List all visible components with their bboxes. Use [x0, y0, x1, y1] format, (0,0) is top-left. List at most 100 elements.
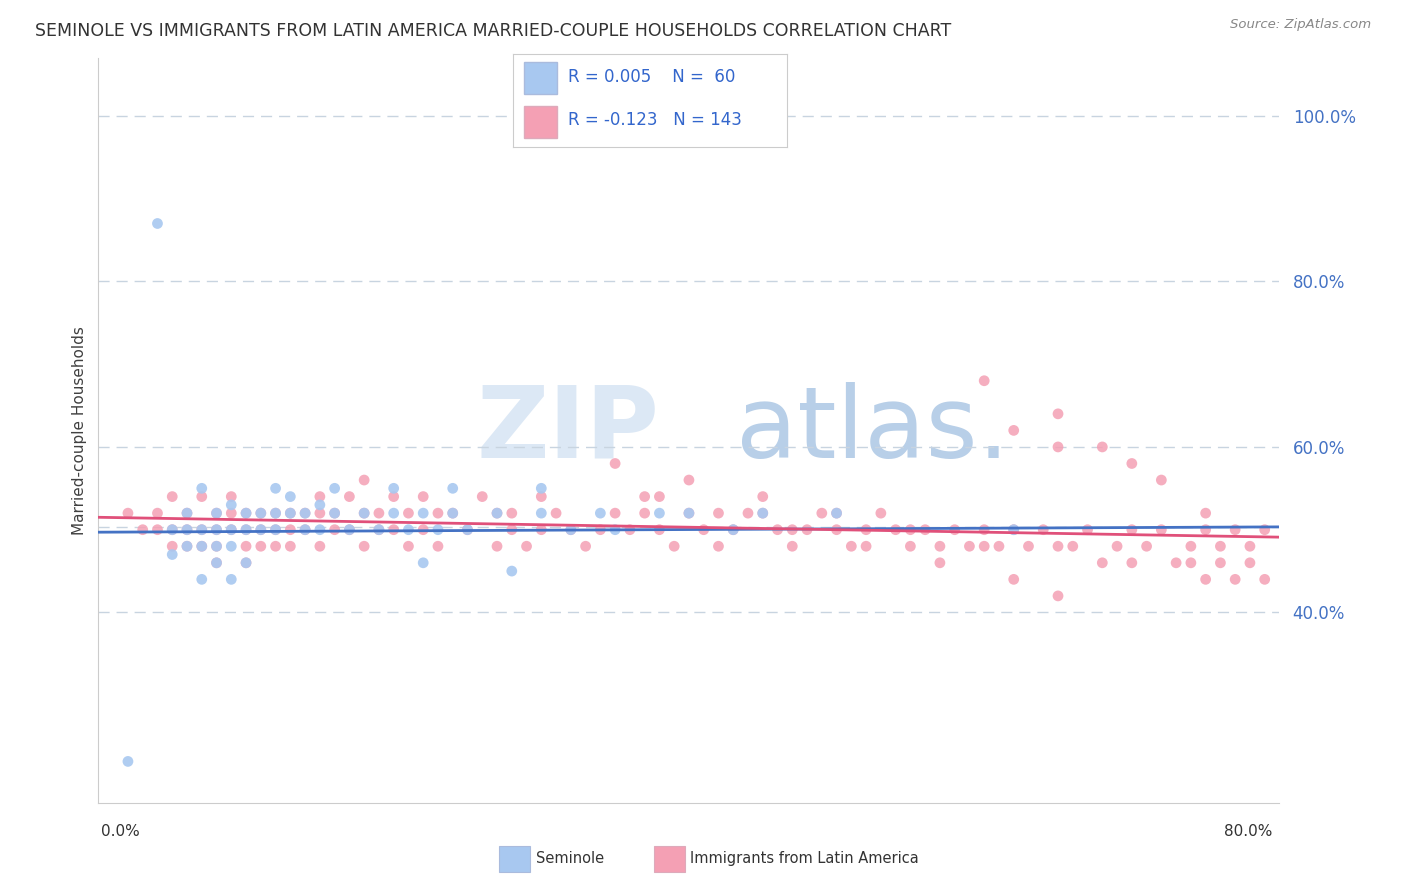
Point [250, 506, 273, 520]
Point [486, 506, 509, 520]
Point [1239, 539, 1261, 553]
Text: Immigrants from Latin America: Immigrants from Latin America [690, 851, 920, 865]
Y-axis label: Married-couple Households: Married-couple Households [72, 326, 87, 535]
Point [648, 506, 671, 520]
Point [530, 481, 553, 495]
Point [943, 523, 966, 537]
Point [221, 539, 243, 553]
Point [605, 457, 627, 471]
Point [1254, 573, 1277, 587]
Point [235, 506, 257, 520]
Text: SEMINOLE VS IMMIGRANTS FROM LATIN AMERICA MARRIED-COUPLE HOUSEHOLDS CORRELATION : SEMINOLE VS IMMIGRANTS FROM LATIN AMERIC… [35, 22, 952, 40]
Point [191, 523, 214, 537]
Point [412, 556, 434, 570]
Point [486, 506, 509, 520]
Point [825, 506, 848, 520]
Point [589, 506, 612, 520]
Point [1077, 523, 1099, 537]
Point [1002, 523, 1025, 537]
Point [353, 539, 375, 553]
Point [1091, 556, 1114, 570]
Point [707, 539, 730, 553]
Point [1225, 573, 1247, 587]
Text: R = -0.123   N = 143: R = -0.123 N = 143 [568, 112, 742, 129]
Point [176, 523, 198, 537]
FancyBboxPatch shape [524, 62, 557, 94]
Point [323, 506, 346, 520]
Point [782, 539, 804, 553]
Point [914, 523, 936, 537]
Point [205, 556, 228, 570]
Point [309, 490, 332, 504]
Point [825, 523, 848, 537]
Point [501, 523, 523, 537]
Point [855, 539, 877, 553]
Point [855, 523, 877, 537]
Point [294, 523, 316, 537]
Point [841, 539, 863, 553]
Point [516, 539, 538, 553]
Point [368, 523, 391, 537]
Point [678, 506, 700, 520]
Point [988, 539, 1011, 553]
Point [162, 548, 183, 562]
Point [382, 506, 405, 520]
Point [796, 523, 818, 537]
Point [191, 490, 214, 504]
Point [339, 523, 361, 537]
Point [264, 523, 287, 537]
Point [546, 506, 568, 520]
Point [294, 523, 316, 537]
Point [162, 523, 183, 537]
Point [1180, 556, 1202, 570]
Point [221, 498, 243, 512]
Point [191, 523, 214, 537]
Point [530, 506, 553, 520]
Point [117, 755, 139, 769]
Point [176, 539, 198, 553]
Point [589, 523, 612, 537]
Point [1180, 539, 1202, 553]
Point [870, 506, 893, 520]
Point [752, 506, 775, 520]
Point [221, 523, 243, 537]
Point [176, 523, 198, 537]
Point [1046, 407, 1070, 421]
Point [825, 506, 848, 520]
Point [810, 506, 832, 520]
Point [280, 490, 302, 504]
Point [619, 523, 641, 537]
Point [294, 506, 316, 520]
Point [235, 523, 257, 537]
Point [693, 523, 716, 537]
Point [1150, 473, 1173, 487]
Point [117, 506, 139, 520]
Point [1032, 523, 1054, 537]
Point [1166, 556, 1188, 570]
Point [398, 506, 420, 520]
Point [1239, 556, 1261, 570]
Point [250, 539, 273, 553]
Point [368, 523, 391, 537]
Point [309, 506, 332, 520]
Point [678, 506, 700, 520]
Point [412, 523, 434, 537]
Point [1121, 523, 1143, 537]
Point [560, 523, 582, 537]
Point [884, 523, 907, 537]
Point [427, 523, 450, 537]
FancyBboxPatch shape [524, 106, 557, 138]
Point [398, 523, 420, 537]
Point [264, 506, 287, 520]
Point [782, 523, 804, 537]
Point [264, 481, 287, 495]
Point [235, 556, 257, 570]
Point [737, 506, 759, 520]
Point [723, 523, 745, 537]
Point [162, 490, 183, 504]
Point [1002, 523, 1025, 537]
Point [221, 506, 243, 520]
Point [648, 523, 671, 537]
Point [264, 539, 287, 553]
Point [205, 506, 228, 520]
